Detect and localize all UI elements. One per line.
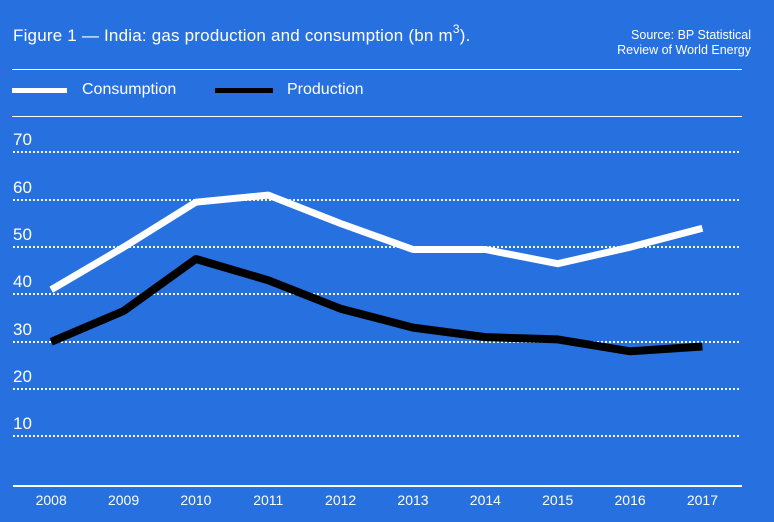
consumption-line [49, 191, 704, 293]
y-axis-label-50: 50 [13, 225, 32, 245]
gridline-30 [13, 340, 739, 343]
x-axis-label-2012: 2012 [325, 492, 357, 508]
y-axis-label-40: 40 [13, 272, 32, 292]
figure-title-text: Figure 1 — India: gas production and con… [13, 26, 453, 45]
y-axis-label-60: 60 [13, 177, 32, 197]
legend-divider-rule [12, 116, 742, 117]
legend-consumption-swatch [12, 88, 67, 93]
x-axis-label-2017: 2017 [686, 492, 719, 508]
x-axis-label-2015: 2015 [542, 492, 574, 508]
x-axis-label-2011: 2011 [253, 492, 284, 508]
production-line [49, 255, 703, 356]
figure-title-suffix: ). [459, 26, 471, 45]
source-line-1: Source: BP Statistical [631, 28, 751, 42]
y-axis-label-20: 20 [13, 367, 32, 387]
figure-title: Figure 1 — India: gas production and con… [13, 23, 471, 46]
x-axis-label-2016: 2016 [614, 492, 646, 508]
gridline-40 [13, 293, 739, 296]
x-axis-label-2009: 2009 [107, 492, 140, 508]
x-axis-label-2013: 2013 [397, 492, 429, 508]
x-axis-label-2010: 2010 [180, 492, 212, 508]
header-divider-rule [12, 69, 742, 70]
y-axis-label-10: 10 [13, 414, 32, 434]
x-axis-label-2014: 2014 [469, 492, 501, 508]
gridline-70 [13, 151, 739, 154]
legend-production-swatch [215, 88, 273, 93]
x-axis-baseline [13, 485, 742, 487]
gridline-10 [13, 435, 739, 438]
x-axis-label-2008: 2008 [35, 492, 67, 508]
y-axis-label-30: 30 [13, 319, 32, 339]
gridline-20 [13, 388, 739, 391]
legend-consumption-label: Consumption [82, 81, 177, 98]
legend-production-label: Production [287, 81, 364, 98]
figure-title-superscript: 3 [452, 22, 460, 37]
source-attribution: Source: BP Statistical Review of World E… [617, 28, 751, 58]
gridline-50 [13, 246, 739, 249]
y-axis-label-70: 70 [13, 130, 32, 150]
source-line-2: Review of World Energy [617, 43, 751, 57]
gridline-60 [13, 198, 739, 201]
